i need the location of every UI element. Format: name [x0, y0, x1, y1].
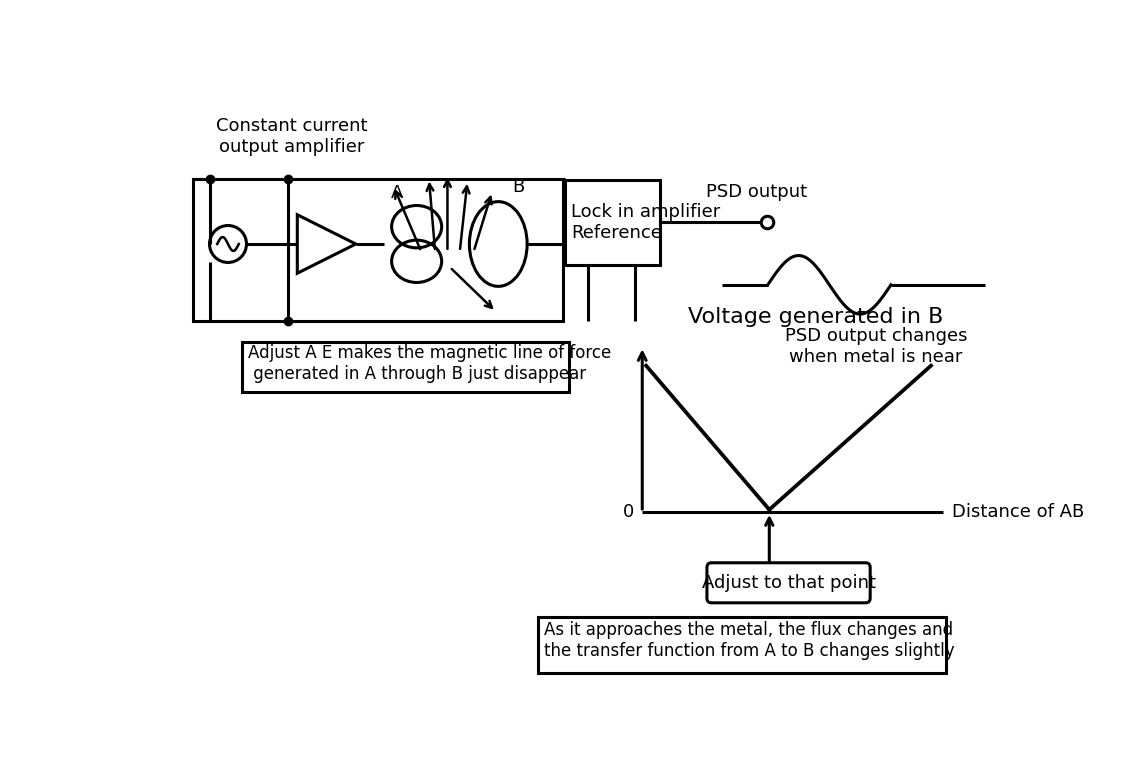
Text: 0: 0: [622, 503, 634, 521]
Text: A: A: [392, 184, 403, 202]
Text: Distance of AB: Distance of AB: [951, 503, 1084, 521]
Text: Adjust A E makes the magnetic line of force
 generated in A through B just disap: Adjust A E makes the magnetic line of fo…: [248, 344, 611, 383]
Text: PSD output: PSD output: [706, 183, 807, 201]
Text: PSD output changes
when metal is near: PSD output changes when metal is near: [785, 327, 967, 366]
Text: Adjust to that point: Adjust to that point: [701, 574, 876, 592]
Text: As it approaches the metal, the flux changes and
the transfer function from A to: As it approaches the metal, the flux cha…: [545, 621, 955, 660]
Bar: [193, 178, 563, 321]
Text: Constant current
output amplifier: Constant current output amplifier: [216, 117, 368, 156]
Text: B: B: [512, 178, 524, 196]
Bar: [242, 342, 569, 392]
Text: Lock in amplifier
Reference: Lock in amplifier Reference: [571, 203, 721, 242]
Bar: [565, 180, 660, 265]
Bar: [538, 618, 947, 673]
Text: Voltage generated in B: Voltage generated in B: [687, 307, 943, 327]
